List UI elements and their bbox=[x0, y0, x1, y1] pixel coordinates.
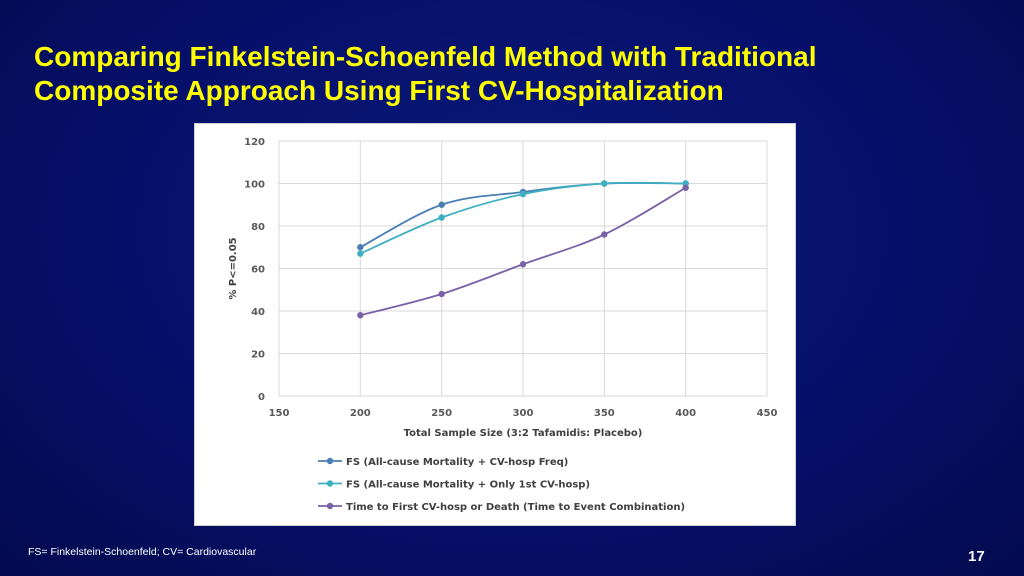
series-1-point bbox=[438, 201, 445, 208]
legend-entry-2: FS (All-cause Mortality + Only 1st CV-ho… bbox=[346, 480, 590, 491]
y-tick-label: 60 bbox=[251, 265, 265, 276]
x-tick-label: 400 bbox=[675, 408, 696, 419]
series-3-point bbox=[682, 184, 689, 191]
legend-entry-1: FS (All-cause Mortality + CV-hosp Freq) bbox=[346, 457, 568, 468]
chart-container: 0 20 40 60 80 100 120 150 200 250 300 350 400 450 Tota… bbox=[194, 123, 796, 526]
x-tick-label: 200 bbox=[350, 408, 371, 419]
slide-title-line-2: Composite Approach Using First CV-Hospit… bbox=[34, 75, 724, 106]
x-axis-label: Total Sample Size (3:2 Tafamidis: Placeb… bbox=[404, 428, 643, 439]
y-tick-label: 80 bbox=[251, 222, 265, 233]
y-tick-label: 40 bbox=[251, 307, 265, 318]
y-tick-label: 100 bbox=[244, 180, 265, 191]
series-2-point bbox=[601, 180, 608, 187]
slide-title-line-1: Comparing Finkelstein-Schoenfeld Method … bbox=[34, 41, 817, 72]
series-2-point bbox=[357, 250, 364, 257]
series-2-point bbox=[438, 214, 445, 221]
footnote: FS= Finkelstein-Schoenfeld; CV= Cardiova… bbox=[28, 546, 257, 558]
series-2-point bbox=[519, 190, 527, 198]
x-tick-label: 350 bbox=[594, 408, 615, 419]
series-3-point bbox=[519, 261, 527, 268]
y-axis-label: % P<=0.05 bbox=[228, 237, 239, 299]
slide-title: Comparing Finkelstein-Schoenfeld Method … bbox=[34, 40, 994, 108]
legend-marker-3 bbox=[326, 502, 334, 510]
series-3-point bbox=[438, 290, 445, 298]
x-tick-label: 250 bbox=[431, 408, 452, 419]
page-number: 17 bbox=[968, 548, 985, 565]
y-tick-label: 20 bbox=[251, 350, 265, 361]
legend-entry-3: Time to First CV-hosp or Death (Time to … bbox=[346, 502, 685, 513]
series-3-point bbox=[601, 231, 608, 238]
x-tick-label: 450 bbox=[757, 408, 778, 419]
y-tick-label: 120 bbox=[244, 137, 265, 148]
legend-marker-1 bbox=[326, 457, 334, 465]
legend-marker-2 bbox=[326, 480, 334, 487]
x-tick-label: 150 bbox=[269, 408, 290, 419]
x-tick-label: 300 bbox=[513, 408, 534, 419]
line-chart: 0 20 40 60 80 100 120 150 200 250 300 350 400 450 Tota… bbox=[228, 137, 778, 513]
series-1-point bbox=[357, 244, 364, 251]
series-3-point bbox=[357, 312, 364, 319]
y-tick-label: 0 bbox=[258, 392, 265, 403]
